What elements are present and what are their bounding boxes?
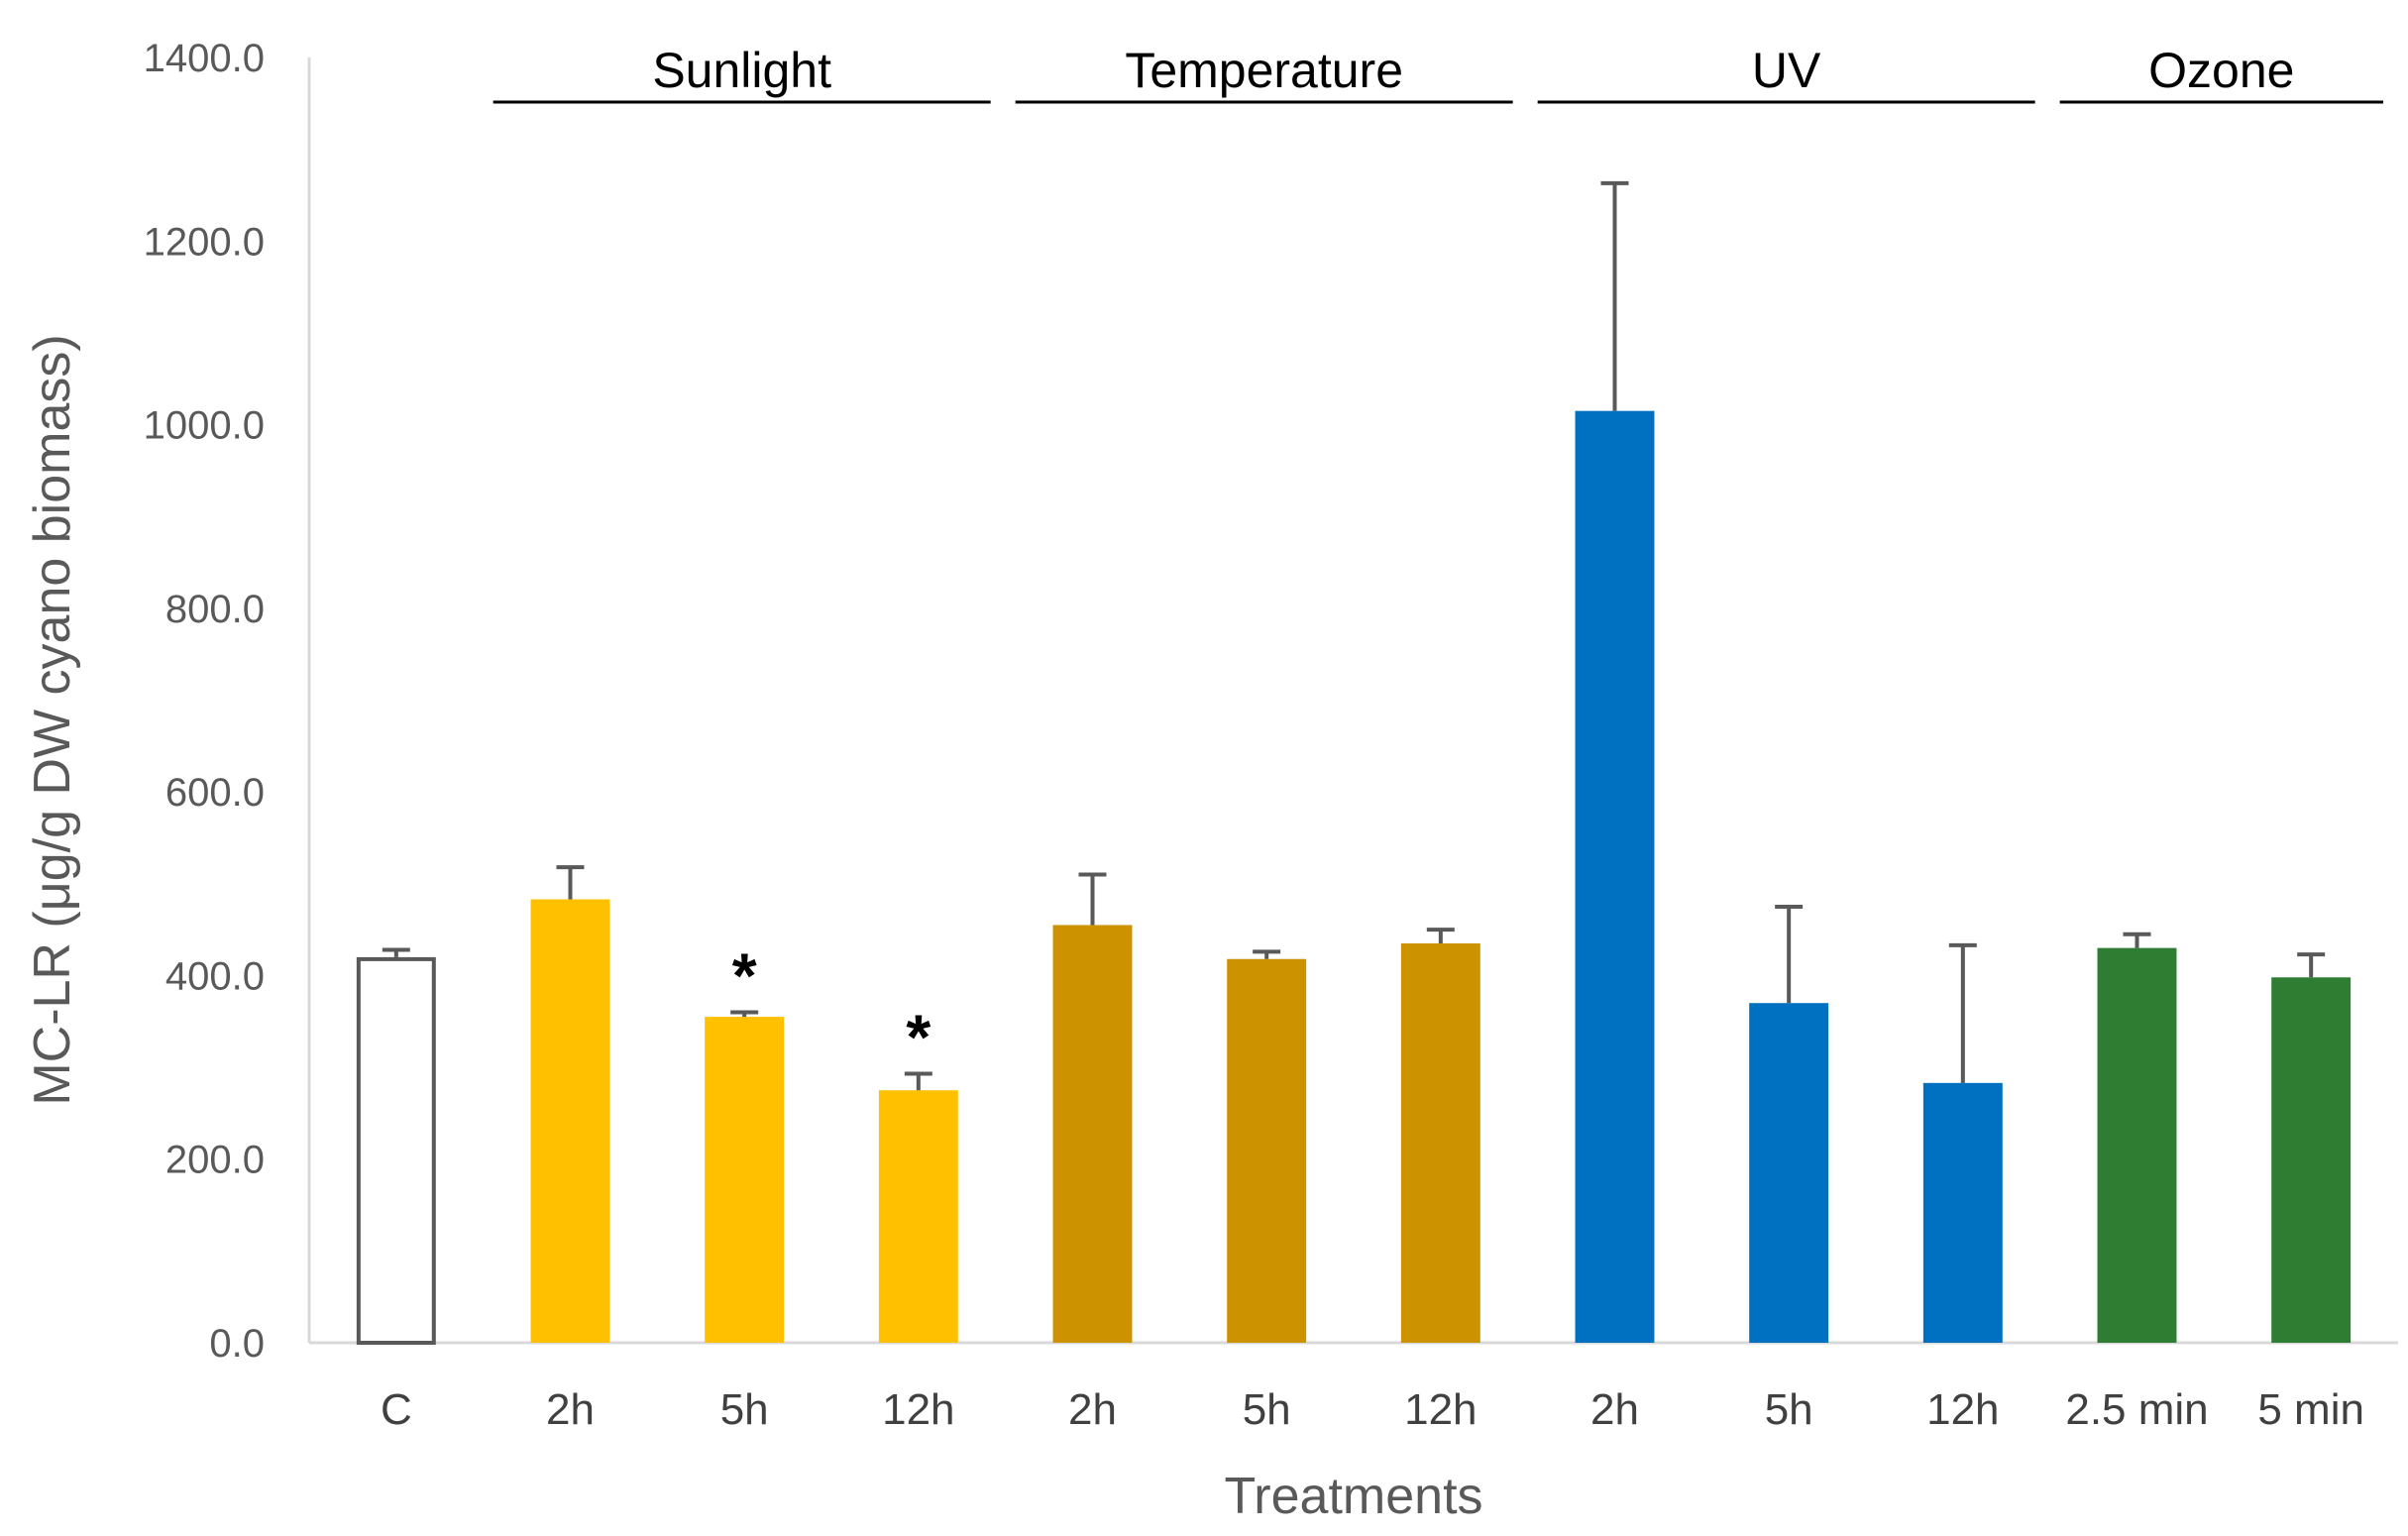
error-bar [904, 1071, 932, 1091]
x-tick-label: 2h [1590, 1385, 1639, 1434]
bar [1227, 958, 1307, 1343]
y-tick-label: 600.0 [165, 771, 265, 815]
x-axis-title: Treatments [1224, 1468, 1482, 1525]
error-bar [1078, 872, 1107, 926]
x-tick-label: C [381, 1385, 412, 1434]
x-tick-label: 12h [882, 1385, 954, 1434]
group-header: Temperature [1015, 43, 1513, 104]
x-tick-label: 5h [1765, 1385, 1813, 1434]
error-bar [1948, 942, 1977, 1083]
y-tick-label: 200.0 [165, 1139, 265, 1182]
y-tick-label: 800.0 [165, 588, 265, 631]
error-bar [1253, 949, 1281, 959]
bar [1575, 410, 1655, 1343]
group-headers: Sunlight Temperature UV Ozone [493, 43, 2383, 104]
x-tick-label: 2h [1068, 1385, 1117, 1434]
error-bar [2297, 952, 2326, 978]
bar [2271, 977, 2352, 1343]
bar [1749, 1003, 1829, 1343]
significance-marks: ** [732, 939, 931, 1072]
group-label: UV [1752, 43, 1821, 98]
y-tick-label: 400.0 [165, 954, 265, 998]
y-tick-label: 1000.0 [144, 404, 265, 448]
bars [356, 410, 2352, 1346]
group-label: Ozone [2148, 43, 2294, 98]
x-tick-label: 5h [1243, 1385, 1291, 1434]
bar [1052, 925, 1133, 1343]
x-tick-label: 12h [1404, 1385, 1477, 1434]
error-bar [1600, 180, 1629, 411]
error-bar [1775, 904, 1804, 1004]
bar [530, 899, 610, 1343]
y-axis-ticks: 0.0 200.0 400.0 600.0 800.0 1000.0 1200.0 1400.… [144, 37, 265, 1366]
x-tick-label: 5 min [2257, 1385, 2364, 1434]
bar [2097, 947, 2177, 1343]
bar [705, 1017, 785, 1343]
bar [878, 1090, 958, 1343]
bar [1400, 943, 1480, 1343]
group-header: Ozone [2059, 43, 2383, 104]
error-bar [556, 865, 585, 900]
y-tick-label: 1200.0 [144, 220, 265, 264]
error-bars [382, 180, 2326, 1091]
x-tick-label: 5h [720, 1385, 769, 1434]
x-axis-category-labels: C 2h 5h 12h 2h 5h 12h 2h 5h 12h 2.5 min 5 min [381, 1385, 2364, 1434]
error-bar [2123, 932, 2151, 948]
group-label: Sunlight [652, 43, 831, 98]
error-bar [1426, 928, 1455, 944]
significance-asterisk: * [732, 939, 757, 1011]
y-tick-label: 0.0 [209, 1322, 265, 1366]
group-header: UV [1537, 43, 2035, 104]
y-tick-label: 1400.0 [144, 37, 265, 80]
error-bar [730, 1010, 759, 1018]
error-bar [382, 947, 410, 957]
x-tick-label: 12h [1926, 1385, 1999, 1434]
x-tick-label: 2.5 min [2065, 1385, 2208, 1434]
y-axis-title: MC-LR (μg/g DW cyano biomass) [24, 334, 81, 1105]
bar [356, 956, 436, 1346]
significance-asterisk: * [906, 1002, 930, 1073]
bar [1922, 1082, 2003, 1343]
x-tick-label: 2h [546, 1385, 595, 1434]
group-header: Sunlight [493, 43, 991, 104]
group-label: Temperature [1125, 43, 1403, 98]
